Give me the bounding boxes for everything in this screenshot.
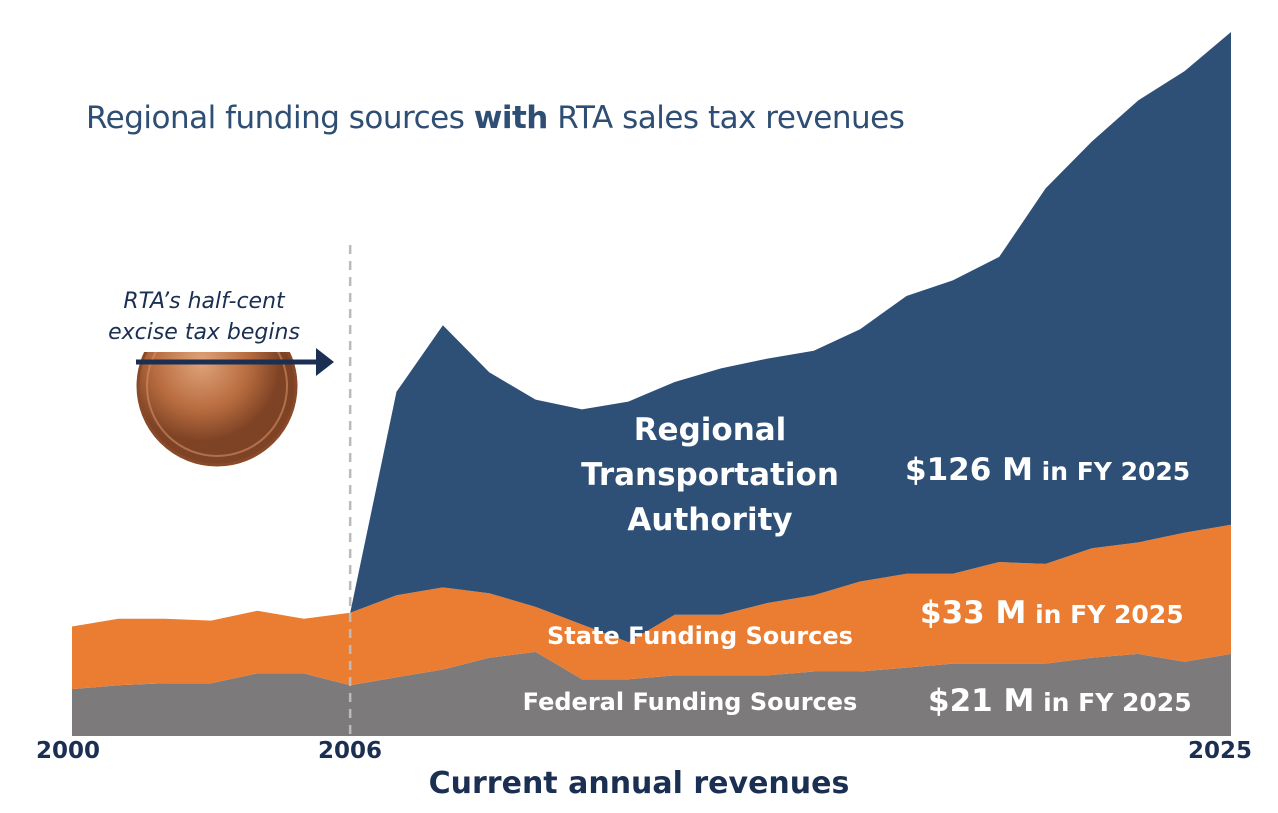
federal-area [72, 651, 1231, 736]
annotation-line-1: RTA’s half-cent [123, 289, 285, 314]
x-tick-label: 2000 [36, 738, 101, 764]
tax-begins-annotation: RTA’s half-cent excise tax begins [94, 286, 314, 348]
federal-value-label: $21 M in FY 2025 [928, 683, 1192, 719]
state-value-label: $33 M in FY 2025 [920, 595, 1184, 631]
federal-series-label: Federal Funding Sources [522, 688, 858, 716]
annotation-line-2: excise tax begins [108, 320, 300, 345]
state-area [72, 524, 1231, 690]
annotation-backdrop [100, 280, 314, 352]
x-axis-label: Current annual revenues [428, 766, 850, 801]
x-tick-label: 2006 [318, 738, 383, 764]
x-tick-label: 2025 [1188, 738, 1253, 764]
rta-area [72, 32, 1231, 643]
rta-series-label: Regional Transportation Authority [581, 412, 839, 538]
rta-value-label: $126 M in FY 2025 [905, 452, 1191, 488]
arrow-right-icon [316, 348, 334, 376]
chart-title: Regional funding sources with RTA sales … [86, 100, 905, 136]
state-series-label: State Funding Sources [547, 622, 853, 650]
